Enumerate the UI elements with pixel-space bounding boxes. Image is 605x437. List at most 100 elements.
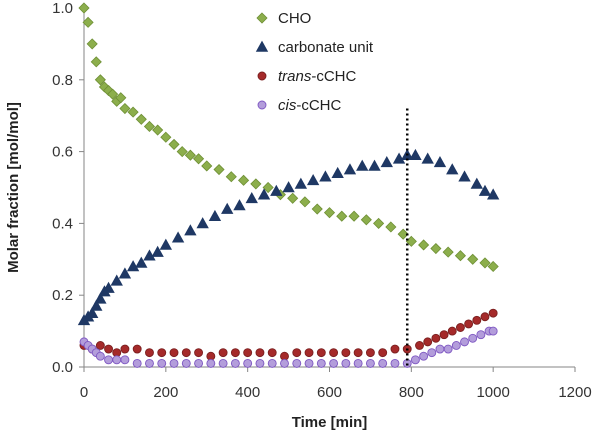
data-point [397,228,409,240]
y-tick-labels: 0.0 0.2 0.4 0.6 0.8 1.0 [52,0,84,376]
data-point [443,344,453,354]
data-point [323,207,336,219]
data-point [94,74,106,86]
data-point [152,124,164,136]
legend-entry: cis-cCHC [257,97,342,114]
data-point [373,217,385,229]
axes [83,8,575,368]
legend-marker [255,40,269,52]
data-point [132,344,142,354]
data-point [132,358,142,368]
data-point [120,355,130,365]
data-point [145,348,154,358]
data-point [336,210,348,222]
legend-marker [257,71,267,81]
data-point [208,209,222,222]
data-point [168,138,180,150]
data-point [446,163,459,175]
data-point [458,170,471,182]
data-point [409,148,422,160]
data-point [348,210,360,222]
data-point [451,341,461,350]
data-point [135,113,147,125]
data-point [353,348,363,358]
data-point [230,358,240,368]
y-tick-label: 1.0 [52,0,73,17]
data-point [464,319,474,329]
data-point [255,348,265,358]
data-point [159,238,173,250]
data-point [184,149,196,161]
data-point [341,358,351,368]
data-point [356,159,369,171]
data-point [447,326,457,336]
legend-entry: CHO [256,10,311,27]
data-point [329,348,339,358]
x-tick-labels: 0 200 400 600 800 1000 1200 [80,367,592,401]
data-point [467,253,479,265]
x-tick-label: 1000 [476,384,509,401]
data-point [378,358,388,368]
data-point [488,308,498,318]
data-point [415,341,424,350]
data-point [126,260,140,272]
data-point [455,323,465,332]
data-point [282,181,295,193]
data-point [487,260,499,273]
data-point [94,292,107,304]
data-point [311,203,323,215]
data-point [316,348,326,358]
data-point [392,152,406,164]
data-point [206,358,216,368]
data-point [454,250,466,262]
data-point [341,348,351,358]
series-cis-cchc [79,326,498,368]
data-point [299,196,311,208]
series-cho [78,2,499,273]
legend: CHO carbonate unit trans-cCHC cis-cCHC [255,10,374,114]
legend-marker [257,100,267,110]
data-point [230,348,240,358]
data-point [262,181,274,194]
data-point [225,171,237,183]
data-point [157,348,167,358]
data-point [433,156,447,168]
data-point [304,348,314,358]
data-point [110,274,123,286]
y-tick-label: 0.4 [52,215,73,232]
data-point [353,358,363,368]
data-point [143,249,156,261]
data-point [169,348,179,358]
data-point [486,188,500,200]
legend-marker [256,12,268,24]
data-point [442,246,454,258]
data-point [218,348,228,358]
data-point [439,330,449,340]
data-point [488,326,498,336]
data-point [107,88,119,100]
data-point [90,56,102,68]
data-point [365,358,375,368]
data-point [431,333,441,343]
data-point [331,166,344,178]
data-point [479,257,491,269]
data-point [294,177,308,189]
data-point [221,202,234,214]
data-point [365,348,375,358]
data-point [316,358,326,368]
data-point [418,239,430,251]
legend-entry: carbonate unit [255,39,374,56]
data-point [135,256,148,268]
data-point [127,106,139,118]
legend-label: cis-cCHC [278,97,342,114]
data-point [193,153,205,165]
legend-label: trans-cCHC [278,68,357,85]
data-point [410,355,420,365]
data-point [476,330,486,340]
data-point [329,358,339,368]
data-point [151,245,164,257]
data-point [171,231,185,243]
data-point [115,92,127,104]
data-point [243,358,253,368]
legend-label: carbonate unit [278,39,374,56]
